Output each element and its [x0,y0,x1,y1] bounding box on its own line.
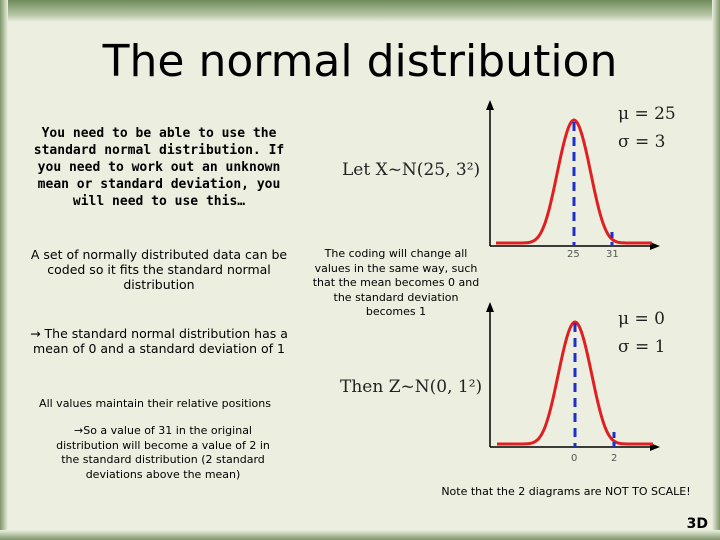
coding-note-text: The coding will change all values in the… [312,247,480,318]
bottom-tick-mean: 0 [571,453,578,464]
bottom-sigma-label: σ = 1 [618,337,666,357]
standard-normal-text: → The standard normal distribution has a… [30,326,288,356]
slide-frame-bottom [0,530,720,540]
top-tick-mean: 25 [567,249,580,260]
top-y-arrow-icon [486,100,494,110]
slide-frame-left [0,0,8,540]
top-tick-sd: 31 [606,249,619,260]
then-distribution-label: Then Z~N(0, 1²) [340,377,483,397]
slide-frame-right [712,0,720,540]
bottom-tick-sd: 2 [611,453,618,464]
scale-note-text: Note that the 2 diagrams are NOT TO SCAL… [441,485,691,498]
slide-frame-top [0,0,720,22]
intro-text: You need to be able to use the standard … [33,126,285,209]
bottom-y-arrow-icon [486,302,494,312]
top-sigma-label: σ = 3 [618,132,666,152]
slide-title: The normal distribution [102,36,618,87]
bottom-normal-curve [497,320,653,446]
top-normal-curve [496,118,652,245]
logo-3d: 3D [686,516,708,532]
let-distribution-label: Let X~N(25, 3²) [342,160,481,180]
relative-positions-text: All values maintain their relative posit… [39,397,271,410]
coded-text: A set of normally distributed data can b… [30,247,288,292]
bottom-mu-label: μ = 0 [618,309,665,329]
top-mu-label: μ = 25 [618,104,676,124]
top-x-arrow-icon [650,242,660,250]
example-text: →So a value of 31 in the original distri… [56,424,270,481]
